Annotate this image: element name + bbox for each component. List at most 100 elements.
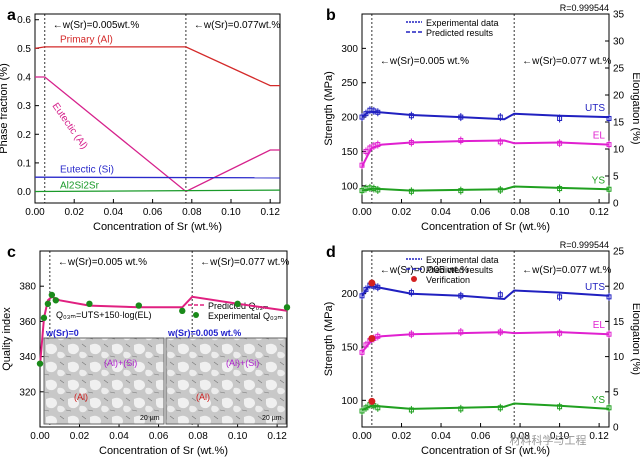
y-tick-label: 0.3 bbox=[17, 101, 31, 112]
experimental-marker bbox=[408, 113, 414, 119]
y2-tick-label: 5 bbox=[613, 172, 619, 183]
series-label: Primary (Al) bbox=[60, 35, 113, 46]
panel-a: a 0.00 0.02 0.04 0.06 0.08 0.10 0.12 Concentrati… bbox=[0, 7, 281, 233]
y-axis-label: Strength (MPa) bbox=[323, 71, 335, 146]
experimental-marker bbox=[359, 408, 365, 414]
x-tick-label: 0.04 bbox=[104, 207, 124, 218]
legend-label: Verification bbox=[426, 275, 470, 285]
experimental-marker bbox=[408, 140, 414, 146]
experimental-marker bbox=[359, 114, 365, 120]
experimental-marker bbox=[458, 188, 464, 194]
series-line bbox=[34, 189, 281, 193]
series-line bbox=[361, 331, 610, 353]
inset-scale: 20 µm bbox=[262, 415, 282, 422]
experimental-marker bbox=[557, 330, 563, 336]
vline-annotation: ←w(Sr)=0.077wt.% bbox=[194, 20, 281, 31]
y2-tick-label: 30 bbox=[613, 37, 625, 48]
experimental-marker bbox=[363, 286, 369, 292]
y2-axis-label: Elongation (%) bbox=[630, 72, 640, 144]
y-tick-label: 100 bbox=[341, 396, 358, 407]
y2-tick-label: 5 bbox=[613, 387, 619, 398]
y-tick-label: 200 bbox=[341, 289, 358, 300]
experimental-point bbox=[44, 300, 52, 307]
y2-tick-label: 35 bbox=[613, 10, 625, 21]
experimental-marker bbox=[375, 284, 381, 290]
x-tick-label: 0.12 bbox=[267, 431, 287, 442]
y2-tick-label: 20 bbox=[613, 282, 625, 293]
vline-annotation: ←w(Sr)=0.077 wt.% bbox=[522, 56, 611, 67]
experimental-marker bbox=[458, 137, 464, 143]
x-axis-label: Concentration of Sr (wt.%) bbox=[421, 221, 550, 233]
x-tick-label: 0.00 bbox=[352, 431, 372, 442]
y2-tick-label: 0 bbox=[613, 199, 619, 210]
legend-label: Experimental data bbox=[426, 255, 499, 265]
legend-label: Predicted results bbox=[426, 28, 494, 38]
experimental-point bbox=[48, 291, 56, 299]
experimental-marker bbox=[375, 405, 381, 411]
x-tick-label: 0.00 bbox=[25, 207, 45, 218]
y-tick-label: 380 bbox=[19, 282, 36, 293]
experimental-marker bbox=[408, 407, 414, 413]
inset-label-al: (Al) bbox=[196, 392, 210, 402]
experimental-point bbox=[135, 302, 142, 309]
experimental-marker bbox=[497, 139, 503, 145]
quality-formula: Q₀₃ₘ=UTS+150·log(EL) bbox=[56, 310, 152, 320]
experimental-marker bbox=[363, 405, 369, 411]
y2-tick-label: 20 bbox=[613, 91, 625, 102]
x-tick-label: 0.12 bbox=[589, 431, 609, 442]
inset-label-alsi: (Al)+(Si) bbox=[226, 358, 259, 368]
x-tick-label: 0.02 bbox=[70, 431, 90, 442]
y-tick-label: 340 bbox=[19, 352, 36, 363]
experimental-marker bbox=[497, 405, 503, 411]
legend-label: Predicted results bbox=[426, 265, 494, 275]
y2-tick-label: 10 bbox=[613, 352, 625, 363]
experimental-marker bbox=[359, 293, 365, 299]
y2-tick-label: 15 bbox=[613, 118, 625, 129]
experimental-marker bbox=[359, 162, 365, 168]
legend-marker bbox=[411, 276, 417, 282]
x-tick-label: 0.08 bbox=[510, 431, 530, 442]
x-tick-label: 0.06 bbox=[149, 431, 169, 442]
series-line bbox=[34, 46, 280, 87]
experimental-marker bbox=[606, 331, 612, 337]
inset-title: w(Sr)=0 bbox=[45, 328, 79, 338]
experimental-marker bbox=[363, 342, 369, 348]
experimental-marker bbox=[606, 142, 612, 148]
series-label: UTS bbox=[585, 103, 605, 114]
y2-tick-label: 15 bbox=[613, 317, 625, 328]
y-tick-label: 250 bbox=[341, 78, 358, 89]
vline-annotation: ←w(Sr)=0.005wt.% bbox=[53, 20, 140, 31]
series-line bbox=[361, 139, 610, 168]
y-tick-label: 0.0 bbox=[17, 187, 31, 198]
experimental-marker bbox=[497, 292, 503, 298]
experimental-point bbox=[40, 314, 48, 322]
verification-point bbox=[368, 334, 376, 342]
panel-letter: a bbox=[7, 7, 16, 24]
r-value-note: R=0.999544 bbox=[560, 3, 609, 13]
x-tick-label: 0.08 bbox=[182, 207, 202, 218]
x-tick-label: 0.02 bbox=[392, 207, 412, 218]
y-tick-label: 320 bbox=[19, 387, 36, 398]
vline-annotation: ←w(Sr)=0.005 wt.% bbox=[58, 257, 147, 268]
x-tick-label: 0.10 bbox=[550, 431, 570, 442]
experimental-marker bbox=[375, 187, 381, 193]
plot-frame bbox=[361, 13, 610, 204]
y-tick-label: 150 bbox=[341, 147, 358, 158]
y2-tick-label: 25 bbox=[613, 247, 625, 258]
experimental-point bbox=[36, 360, 44, 367]
x-tick-label: 0.02 bbox=[64, 207, 84, 218]
series-label: Al2Si2Sr bbox=[60, 181, 100, 192]
series-label: EL bbox=[593, 320, 606, 331]
x-tick-label: 0.04 bbox=[431, 207, 451, 218]
y2-tick-label: 0 bbox=[613, 423, 619, 434]
y-tick-label: 150 bbox=[341, 343, 358, 354]
legend-label: Experimental data bbox=[426, 18, 499, 28]
experimental-point bbox=[52, 297, 60, 304]
panel-c: c 0.00 0.02 0.04 0.06 0.08 0.10 0.12 Concentrati… bbox=[1, 244, 291, 457]
experimental-marker bbox=[458, 114, 464, 120]
y-tick-label: 0.4 bbox=[17, 73, 31, 84]
micrograph-inset bbox=[43, 337, 165, 425]
experimental-marker bbox=[375, 109, 381, 115]
vline-annotation: ←w(Sr)=0.005 wt.% bbox=[380, 265, 469, 276]
experimental-marker bbox=[363, 111, 369, 117]
